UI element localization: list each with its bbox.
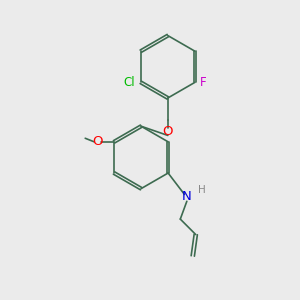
Text: O: O xyxy=(92,135,103,148)
Text: O: O xyxy=(163,125,173,138)
Text: F: F xyxy=(200,76,207,89)
Text: H: H xyxy=(198,185,206,195)
Text: Cl: Cl xyxy=(124,76,136,89)
Text: N: N xyxy=(182,190,192,203)
